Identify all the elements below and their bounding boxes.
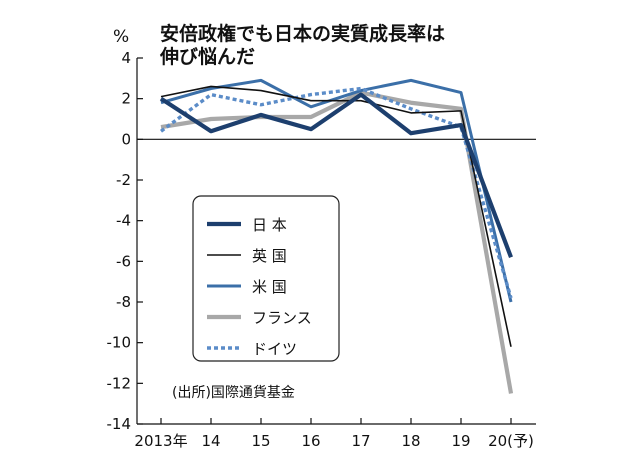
x-tick-label: 15 bbox=[251, 432, 270, 450]
x-tick-label: 18 bbox=[401, 432, 420, 450]
x-tick-label: 20(予) bbox=[488, 432, 534, 450]
x-tick-label: 2013年 bbox=[134, 432, 187, 450]
chart-title: 安倍政権でも日本の実質成長率は 伸び悩んだ bbox=[159, 22, 445, 68]
y-tick-label: -12 bbox=[107, 374, 132, 392]
legend-label: フランス bbox=[252, 309, 312, 327]
source-note: (出所)国際通貨基金 bbox=[172, 384, 295, 401]
x-tick-label: 14 bbox=[201, 432, 220, 450]
y-tick-label: -10 bbox=[107, 334, 132, 352]
y-tick-label: -2 bbox=[116, 171, 131, 189]
plot-area bbox=[159, 78, 514, 394]
y-axis-unit: % bbox=[113, 27, 129, 47]
y-tick-label: 2 bbox=[121, 90, 131, 108]
y-axis: 4 2 0 -2 -4 -6 -8 -10 -12 -14 bbox=[107, 49, 536, 433]
legend-label: ドイツ bbox=[252, 340, 297, 358]
y-tick-label: -6 bbox=[116, 252, 131, 270]
y-tick-label: -8 bbox=[116, 293, 131, 311]
series-line-1 bbox=[160, 85, 512, 347]
y-tick-label: -14 bbox=[107, 415, 132, 433]
chart-title-line-2: 伸び悩んだ bbox=[159, 45, 255, 68]
x-tick-label: 17 bbox=[351, 432, 370, 450]
legend-label: 米 国 bbox=[252, 278, 287, 296]
chart-title-line-1: 安倍政権でも日本の実質成長率は bbox=[160, 22, 445, 45]
series-line-0 bbox=[159, 92, 513, 259]
series-line-3 bbox=[160, 90, 514, 394]
series-line-4 bbox=[159, 86, 513, 299]
y-tick-label: 0 bbox=[121, 130, 131, 148]
legend-label: 英 国 bbox=[252, 247, 287, 265]
y-tick-label: -4 bbox=[116, 212, 131, 230]
legend-label: 日 本 bbox=[252, 216, 287, 234]
y-tick-label: 4 bbox=[121, 49, 131, 67]
legend-box bbox=[192, 195, 340, 362]
x-tick-label: 16 bbox=[301, 432, 320, 450]
x-axis: 2013年 14 15 16 17 18 19 20(予) bbox=[134, 418, 536, 450]
x-tick-label: 19 bbox=[451, 432, 470, 450]
